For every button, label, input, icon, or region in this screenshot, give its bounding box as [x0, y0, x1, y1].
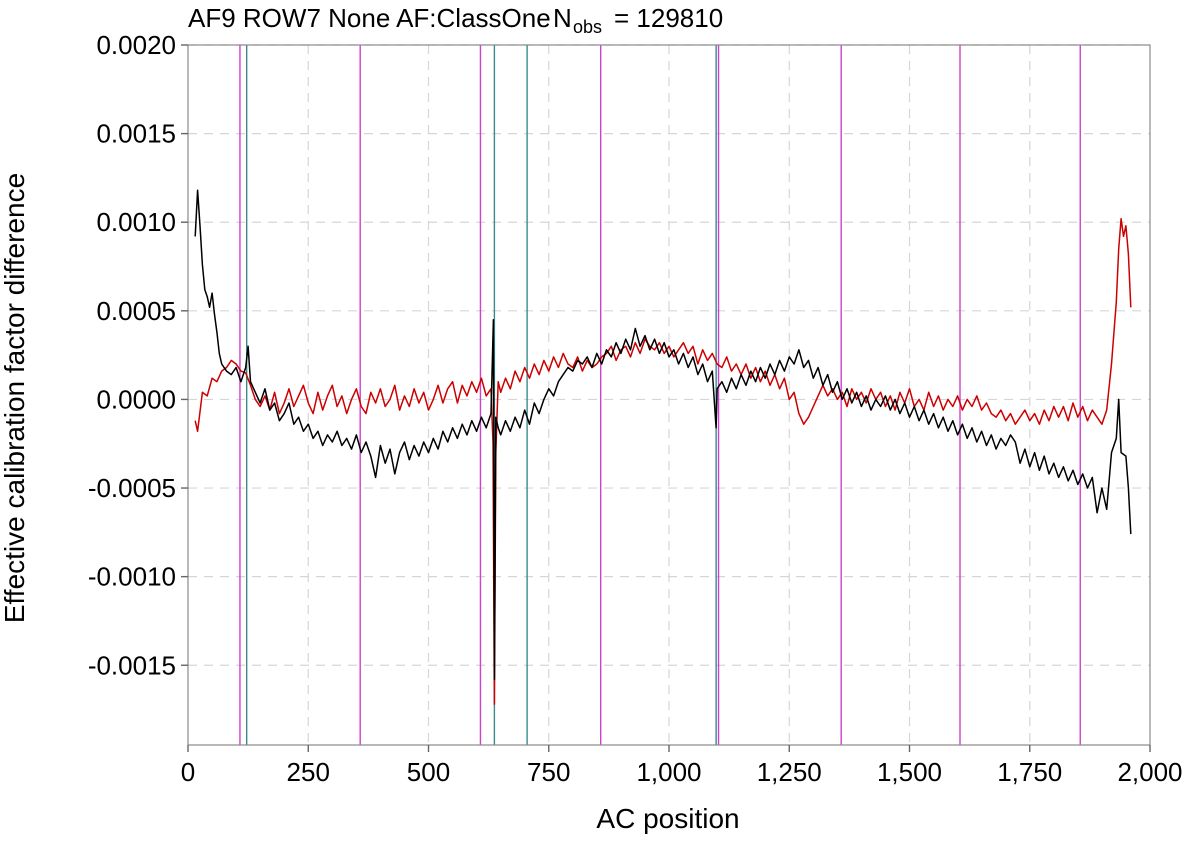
x-tick-label: 1,000 — [636, 757, 701, 787]
x-tick-label: 500 — [407, 757, 450, 787]
series-line-black — [194, 189, 1132, 681]
y-axis-label: Effective calibration factor difference — [0, 173, 30, 623]
nobs-subscript: obs — [573, 17, 602, 37]
x-tick-label: 1,750 — [997, 757, 1062, 787]
series-line-red — [194, 217, 1132, 705]
y-tick-label: 0.0000 — [96, 384, 176, 414]
x-tick-label: 750 — [527, 757, 570, 787]
y-tick-label: 0.0005 — [96, 296, 176, 326]
nobs-value: = 129810 — [614, 3, 723, 33]
x-tick-label: 0 — [181, 757, 195, 787]
y-tick-label: -0.0015 — [88, 650, 176, 680]
grid — [188, 44, 1150, 745]
x-tick-label: 2,000 — [1117, 757, 1182, 787]
x-tick-label: 1,250 — [757, 757, 822, 787]
chart-title: AF9 ROW7 None AF:ClassOne — [188, 3, 551, 33]
x-axis-label: AC position — [596, 803, 739, 834]
x-tick-label: 1,500 — [877, 757, 942, 787]
y-tick-label: 0.0010 — [96, 207, 176, 237]
x-tick-label: 250 — [287, 757, 330, 787]
series-lines — [194, 189, 1132, 705]
axes: 0 250 500 750 1,000 1,250 1,500 1,750 2,000 0.002… — [88, 30, 1183, 787]
y-tick-label: 0.0020 — [96, 30, 176, 60]
nobs-symbol: N — [553, 3, 572, 33]
chart-title-main: AF9 ROW7 None AF:ClassOne — [188, 3, 551, 33]
y-tick-label: -0.0010 — [88, 562, 176, 592]
y-tick-label: -0.0005 — [88, 473, 176, 503]
y-tick-label: 0.0015 — [96, 119, 176, 149]
vertical-markers — [239, 45, 1081, 745]
chart-title-nobs: N — [553, 3, 572, 33]
